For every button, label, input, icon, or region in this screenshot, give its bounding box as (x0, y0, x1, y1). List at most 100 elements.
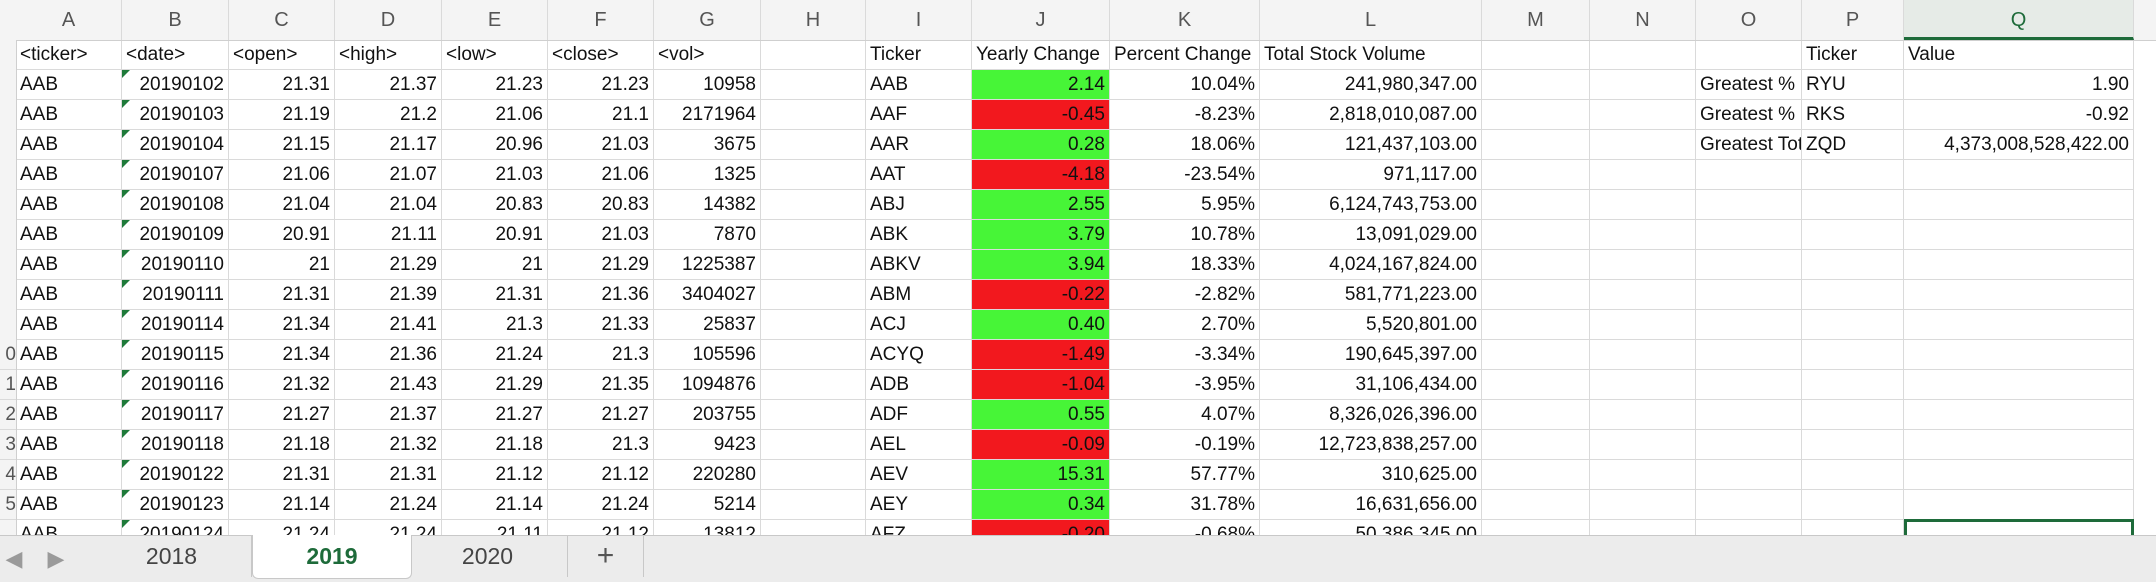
summary-ticker-cell[interactable]: ABM (866, 280, 972, 310)
empty-cell[interactable] (1802, 400, 1904, 430)
total-volume-cell[interactable]: 241,980,347.00 (1260, 70, 1482, 100)
total-volume-cell[interactable]: 971,117.00 (1260, 160, 1482, 190)
data-cell[interactable]: 21.37 (335, 400, 442, 430)
empty-cell[interactable] (1482, 220, 1590, 250)
empty-cell[interactable] (761, 490, 866, 520)
total-volume-cell[interactable]: 13,091,029.00 (1260, 220, 1482, 250)
empty-cell[interactable] (761, 220, 866, 250)
empty-cell[interactable] (1696, 190, 1802, 220)
sheet-tab-2020[interactable]: 2020 (408, 535, 568, 577)
empty-cell[interactable] (1802, 430, 1904, 460)
empty-cell[interactable] (1696, 400, 1802, 430)
total-volume-cell[interactable]: 6,124,743,753.00 (1260, 190, 1482, 220)
percent-change-cell[interactable]: -0.19% (1110, 430, 1260, 460)
active-cell-selection[interactable] (1904, 519, 2134, 535)
percent-change-cell[interactable]: 31.78% (1110, 490, 1260, 520)
header-cell-p[interactable]: Ticker (1802, 40, 1904, 70)
summary-ticker-cell[interactable]: ACYQ (866, 340, 972, 370)
empty-cell[interactable] (1802, 520, 1904, 535)
empty-cell[interactable] (761, 70, 866, 100)
data-cell[interactable]: 20190118 (122, 430, 229, 460)
empty-cell[interactable] (1696, 160, 1802, 190)
data-cell[interactable]: 21.3 (548, 430, 654, 460)
summary-ticker-cell[interactable]: ABK (866, 220, 972, 250)
data-cell[interactable]: 20190104 (122, 130, 229, 160)
summary-ticker-cell[interactable]: AAF (866, 100, 972, 130)
empty-cell[interactable] (1904, 490, 2134, 520)
empty-cell[interactable] (1904, 280, 2134, 310)
empty-cell[interactable] (761, 130, 866, 160)
empty-cell[interactable] (1904, 190, 2134, 220)
empty-cell[interactable] (1590, 220, 1696, 250)
empty-cell[interactable] (1802, 370, 1904, 400)
previous-sheet-icon[interactable]: ◀ (5, 546, 23, 571)
summary-ticker-cell[interactable]: AAB (866, 70, 972, 100)
empty-cell[interactable] (1590, 40, 1696, 70)
percent-change-cell[interactable]: -0.68% (1110, 520, 1260, 535)
data-cell[interactable]: 21.12 (442, 460, 548, 490)
next-sheet-icon[interactable]: ▶ (47, 546, 65, 571)
data-cell[interactable]: 5214 (654, 490, 761, 520)
data-cell[interactable]: 21.27 (229, 400, 335, 430)
data-cell[interactable]: 21.3 (548, 340, 654, 370)
data-cell[interactable]: 20.91 (229, 220, 335, 250)
data-cell[interactable]: 1325 (654, 160, 761, 190)
data-cell[interactable]: 21.27 (548, 400, 654, 430)
data-cell[interactable]: 21.29 (548, 250, 654, 280)
data-cell[interactable]: 13812 (654, 520, 761, 535)
data-cell[interactable]: 21.36 (335, 340, 442, 370)
total-volume-cell[interactable]: 8,326,026,396.00 (1260, 400, 1482, 430)
empty-cell[interactable] (1802, 280, 1904, 310)
empty-cell[interactable] (1590, 70, 1696, 100)
data-cell[interactable]: 21.24 (548, 490, 654, 520)
data-cell[interactable]: 21.23 (548, 70, 654, 100)
data-cell[interactable]: 10958 (654, 70, 761, 100)
total-volume-cell[interactable]: 190,645,397.00 (1260, 340, 1482, 370)
ticker-cell[interactable]: AAB (16, 340, 122, 370)
yearly-change-cell[interactable]: -1.04 (972, 370, 1110, 400)
summary-ticker-cell[interactable]: AAT (866, 160, 972, 190)
empty-cell[interactable] (1904, 340, 2134, 370)
empty-cell[interactable] (1802, 220, 1904, 250)
data-cell[interactable]: 21.18 (442, 430, 548, 460)
empty-cell[interactable] (1482, 310, 1590, 340)
greatest-label-cell[interactable]: Greatest % Decrease (1696, 100, 1802, 130)
data-cell[interactable]: 21.23 (442, 70, 548, 100)
yearly-change-cell[interactable]: 0.40 (972, 310, 1110, 340)
column-header-o[interactable]: O (1696, 0, 1802, 40)
percent-change-cell[interactable]: 18.06% (1110, 130, 1260, 160)
empty-cell[interactable] (1696, 460, 1802, 490)
empty-cell[interactable] (761, 400, 866, 430)
empty-cell[interactable] (1696, 340, 1802, 370)
row-header-number[interactable]: 0 (0, 340, 16, 370)
ticker-cell[interactable]: AAB (16, 400, 122, 430)
header-cell-e[interactable]: <low> (442, 40, 548, 70)
percent-change-cell[interactable]: 5.95% (1110, 190, 1260, 220)
data-cell[interactable]: 21.34 (229, 340, 335, 370)
empty-cell[interactable] (1590, 100, 1696, 130)
data-cell[interactable]: 20.83 (442, 190, 548, 220)
empty-cell[interactable] (761, 310, 866, 340)
data-cell[interactable]: 20190117 (122, 400, 229, 430)
empty-cell[interactable] (761, 40, 866, 70)
empty-cell[interactable] (1590, 130, 1696, 160)
empty-cell[interactable] (761, 190, 866, 220)
data-cell[interactable]: 20190111 (122, 280, 229, 310)
empty-cell[interactable] (1802, 340, 1904, 370)
data-cell[interactable]: 20190102 (122, 70, 229, 100)
row-header-number[interactable]: 5 (0, 490, 16, 520)
column-header-m[interactable]: M (1482, 0, 1590, 40)
data-cell[interactable]: 20190109 (122, 220, 229, 250)
data-cell[interactable]: 21.36 (548, 280, 654, 310)
percent-change-cell[interactable]: 57.77% (1110, 460, 1260, 490)
empty-cell[interactable] (1802, 310, 1904, 340)
total-volume-cell[interactable]: 16,631,656.00 (1260, 490, 1482, 520)
empty-cell[interactable] (1482, 430, 1590, 460)
total-volume-cell[interactable]: 2,818,010,087.00 (1260, 100, 1482, 130)
empty-cell[interactable] (1696, 490, 1802, 520)
data-cell[interactable]: 20190110 (122, 250, 229, 280)
data-cell[interactable]: 1225387 (654, 250, 761, 280)
data-cell[interactable]: 3404027 (654, 280, 761, 310)
empty-cell[interactable] (1590, 310, 1696, 340)
yearly-change-cell[interactable]: 3.79 (972, 220, 1110, 250)
